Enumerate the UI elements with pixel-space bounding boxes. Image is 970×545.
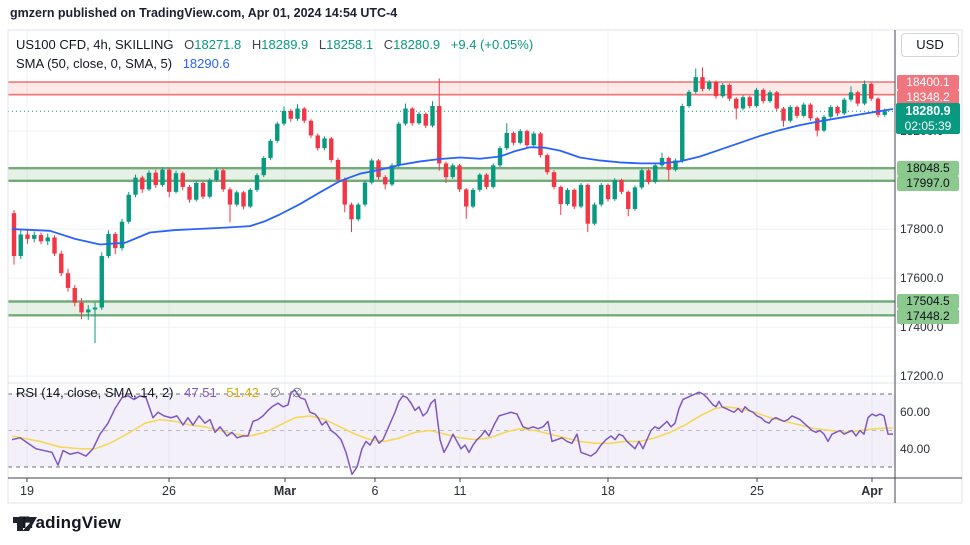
- price-axis-label: 17800.0: [900, 222, 944, 237]
- rsi-value: 47.51: [184, 385, 217, 400]
- time-axis-label: Mar: [273, 484, 297, 498]
- close-value: 18280.9: [393, 37, 441, 52]
- time-axis-label: 26: [162, 484, 176, 498]
- symbol-title: US100 CFD, 4h, SKILLING: [16, 37, 174, 52]
- support-level-label: 17504.5: [897, 294, 959, 309]
- time-axis-label: Apr: [861, 484, 883, 498]
- high-letter: H: [251, 37, 262, 52]
- rsi-legend-row[interactable]: RSI (14, close, SMA, 14, 2) 47.51 51.42 …: [16, 385, 303, 401]
- close-letter: C: [383, 37, 394, 52]
- time-axis-label: 25: [750, 484, 764, 498]
- symbol-legend-row[interactable]: US100 CFD, 4h, SKILLING O18271.8 H18289.…: [16, 36, 533, 53]
- change-value: +9.4 (+0.05%): [450, 37, 534, 52]
- rsi-empty-value-2: ∅: [291, 385, 303, 400]
- price-axis-label: 17200.0: [900, 369, 944, 384]
- high-value: 18289.9: [261, 37, 309, 52]
- attribution-text: gmzern published on TradingView.com, Apr…: [10, 6, 398, 20]
- chart-legend[interactable]: US100 CFD, 4h, SKILLING O18271.8 H18289.…: [16, 36, 533, 74]
- rsi-axis-label: 40.00: [900, 441, 931, 456]
- low-letter: L: [318, 37, 327, 52]
- support-level-label: 17448.2: [897, 309, 959, 324]
- resistance-level-label: 18400.1: [897, 74, 959, 90]
- currency-toggle-button[interactable]: USD: [901, 33, 959, 57]
- support-level-label: 17997.0: [897, 175, 959, 191]
- price-axis-label: 17600.0: [900, 271, 944, 286]
- rsi-axis-label: 60.00: [900, 405, 931, 420]
- current-price-label[interactable]: 18280.9 02:05:39: [896, 103, 960, 134]
- sma-value: 18290.6: [182, 56, 230, 71]
- footer: TradingView: [12, 513, 121, 533]
- open-letter: O: [184, 37, 195, 52]
- rsi-empty-value-1: ∅: [269, 385, 281, 400]
- rsi-title: RSI (14, close, SMA, 14, 2): [16, 385, 174, 400]
- open-value: 18271.8: [194, 37, 242, 52]
- tradingview-brand-text[interactable]: TradingView: [19, 513, 122, 532]
- low-value: 18258.1: [326, 37, 374, 52]
- support-level-label: 18048.5: [897, 160, 959, 176]
- rsi-sma-value: 51.42: [226, 385, 259, 400]
- current-price-value: 18280.9: [905, 104, 951, 118]
- time-axis-label: 19: [20, 484, 34, 498]
- time-axis-label: 11: [453, 484, 467, 498]
- bar-countdown: 02:05:39: [904, 119, 952, 133]
- sma-legend-row[interactable]: SMA (50, close, 0, SMA, 5) 18290.6: [16, 55, 533, 72]
- sma-title: SMA (50, close, 0, SMA, 5): [16, 56, 173, 71]
- tradingview-logo-icon[interactable]: [12, 513, 38, 535]
- resistance-level-label: 18348.2: [897, 89, 959, 105]
- time-axis-label: 6: [371, 484, 379, 498]
- time-axis-label: 18: [601, 484, 615, 498]
